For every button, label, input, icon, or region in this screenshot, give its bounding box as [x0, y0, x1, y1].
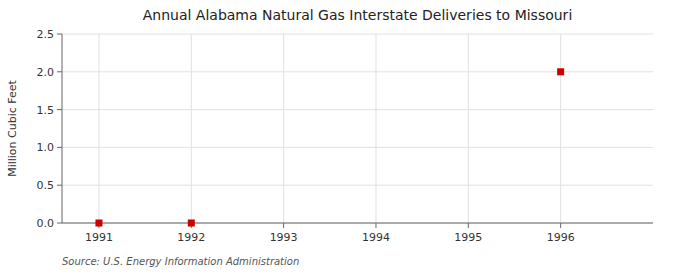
source-note: Source: U.S. Energy Information Administ… — [62, 256, 299, 267]
y-tick-label: 0.5 — [37, 179, 55, 192]
x-tick-label: 1996 — [547, 231, 575, 244]
y-tick-label: 2.5 — [37, 28, 55, 41]
x-tick-label: 1992 — [177, 231, 205, 244]
y-axis-label: Million Cubic Feet — [6, 79, 19, 176]
point — [188, 220, 195, 227]
y-grid-line — [62, 109, 653, 110]
x-grid-line — [191, 34, 192, 223]
point — [557, 68, 564, 75]
y-tick — [57, 109, 62, 110]
x-grid-line — [468, 34, 469, 223]
points — [95, 68, 564, 226]
point — [95, 220, 102, 227]
x-tick — [375, 223, 376, 228]
x-tick-label: 1991 — [85, 231, 113, 244]
x-grid-line — [283, 34, 284, 223]
y-grid-line — [62, 223, 653, 224]
x-tick — [283, 223, 284, 228]
y-grid-line — [62, 185, 653, 186]
y-grid-line — [62, 34, 653, 35]
x-tick-label: 1993 — [270, 231, 298, 244]
y-axis-line — [62, 34, 63, 223]
x-grid-line — [375, 34, 376, 223]
x-axis-line — [62, 223, 653, 224]
x-grid-line — [98, 34, 99, 223]
x-tick — [560, 223, 561, 228]
y-tick — [57, 223, 62, 224]
x-grid-line — [560, 34, 561, 223]
y-tick-label: 1.5 — [37, 104, 55, 117]
x-tick-label: 1995 — [454, 231, 482, 244]
y-tick-label: 2.0 — [37, 66, 55, 79]
plot-area — [62, 34, 653, 223]
grid — [62, 34, 653, 223]
y-tick — [57, 185, 62, 186]
y-grid-line — [62, 147, 653, 148]
x-tick — [468, 223, 469, 228]
y-tick — [57, 71, 62, 72]
axes: 1991 1992 1993 1994 1995 1996 0.0 0.5 1.0 1.5 2.0 2… — [37, 28, 654, 244]
y-grid-line — [62, 71, 653, 72]
y-tick — [57, 147, 62, 148]
chart-svg: 1991 1992 1993 1994 1995 1996 0.0 0.5 1.0 1.5 2.0 2… — [0, 0, 675, 275]
x-tick-label: 1994 — [362, 231, 390, 244]
y-tick-label: 0.0 — [37, 217, 55, 230]
y-tick — [57, 34, 62, 35]
chart-container: 1991 1992 1993 1994 1995 1996 0.0 0.5 1.0 1.5 2.0 2… — [0, 0, 675, 275]
title: Annual Alabama Natural Gas Interstate De… — [143, 7, 573, 23]
y-tick-label: 1.0 — [37, 141, 55, 154]
